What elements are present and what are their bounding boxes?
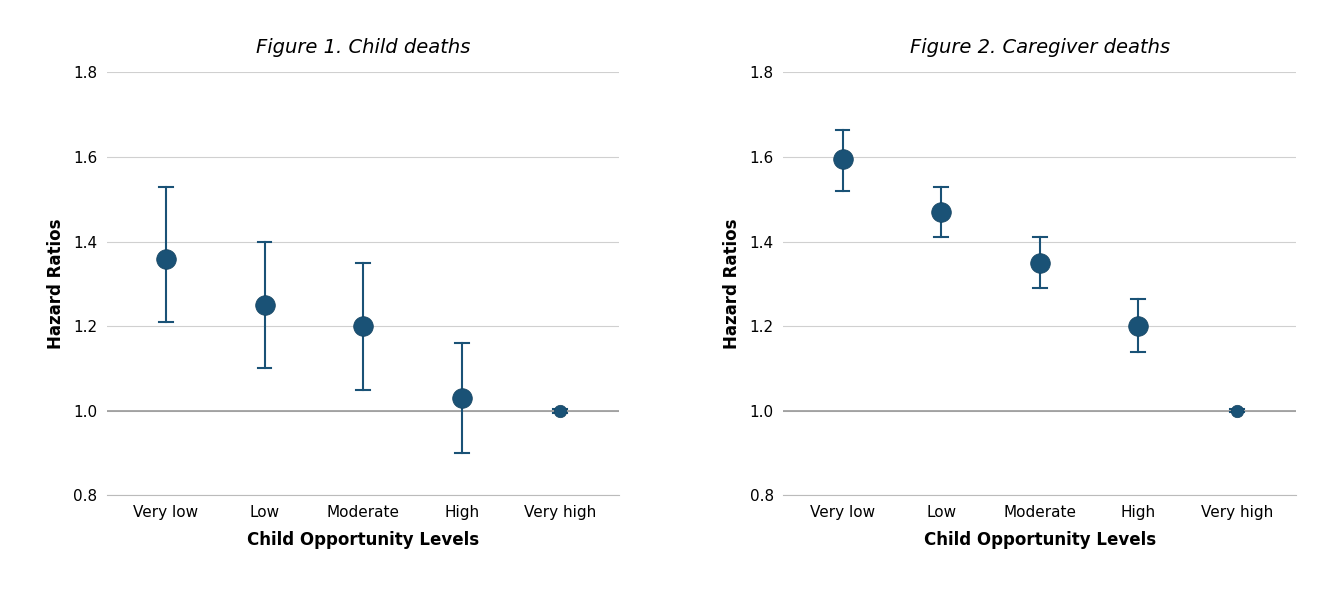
Point <box>353 321 374 331</box>
Point <box>452 393 473 403</box>
Point <box>155 254 176 263</box>
Title: Figure 1. Child deaths: Figure 1. Child deaths <box>257 38 470 57</box>
Point <box>549 406 570 416</box>
Point <box>1226 406 1248 416</box>
Point <box>254 300 275 310</box>
X-axis label: Child Opportunity Levels: Child Opportunity Levels <box>247 531 480 549</box>
Point <box>1128 321 1149 331</box>
Y-axis label: Hazard Ratios: Hazard Ratios <box>47 219 64 349</box>
Point <box>1029 258 1050 268</box>
Y-axis label: Hazard Ratios: Hazard Ratios <box>723 219 741 349</box>
Point <box>930 207 951 217</box>
Point <box>832 155 854 164</box>
Title: Figure 2. Caregiver deaths: Figure 2. Caregiver deaths <box>910 38 1170 57</box>
X-axis label: Child Opportunity Levels: Child Opportunity Levels <box>923 531 1156 549</box>
